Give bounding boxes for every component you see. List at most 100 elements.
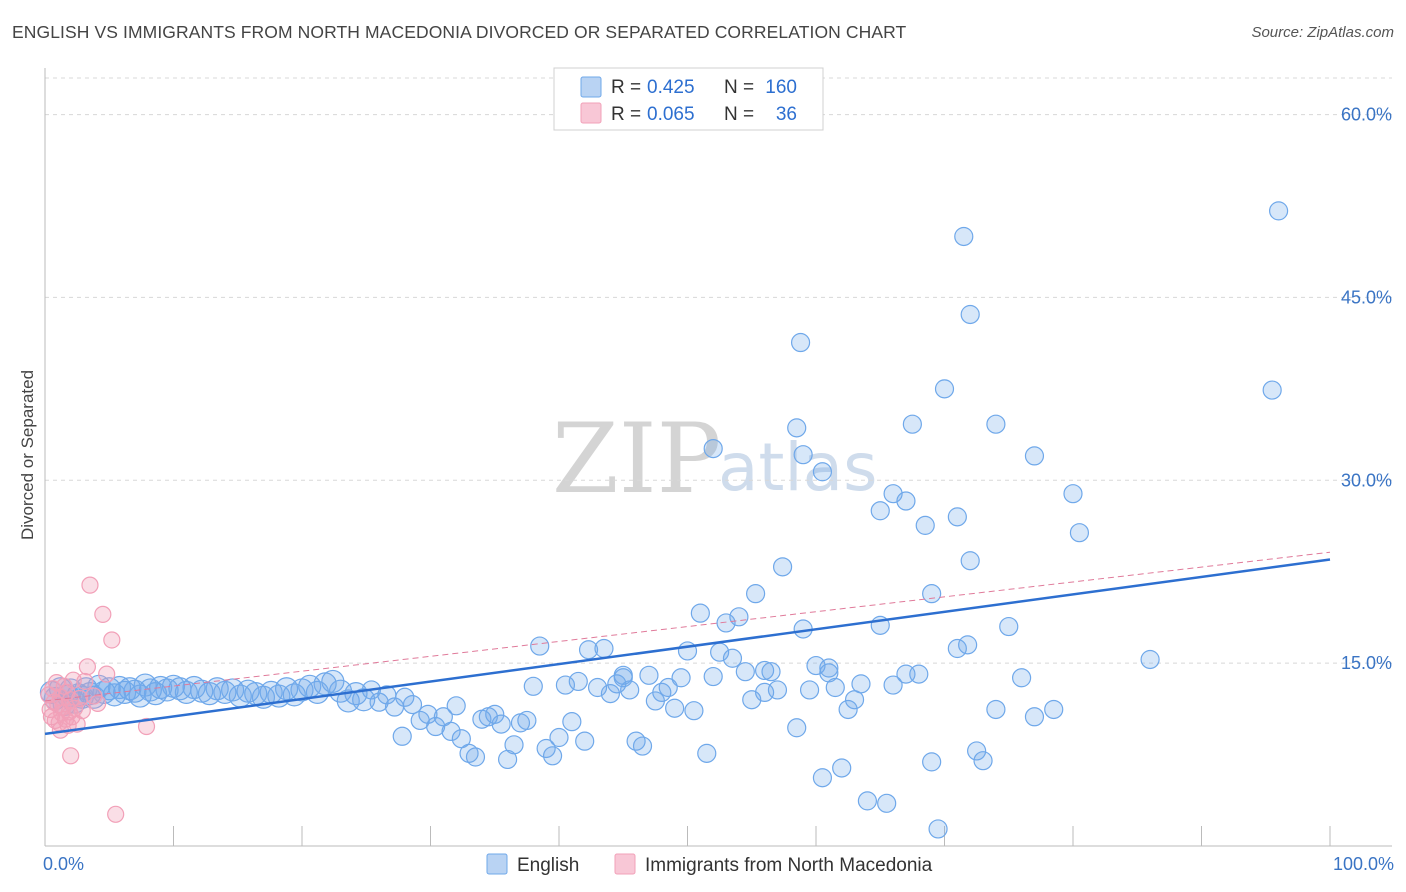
macedonia-point: [81, 576, 99, 594]
english-point: [1011, 668, 1032, 688]
english-point: [1140, 649, 1160, 670]
english-point: [812, 462, 833, 482]
y-tick-label-1: 30.0%: [1341, 470, 1392, 490]
english-point: [402, 694, 423, 715]
english-point: [967, 741, 987, 761]
english-point: [671, 668, 691, 688]
english-point: [947, 638, 967, 659]
english-point: [973, 751, 993, 771]
english-point: [922, 752, 942, 772]
y-tick-label-3: 60.0%: [1341, 105, 1392, 125]
english-point: [767, 680, 788, 700]
english-point: [896, 664, 916, 684]
english-point: [594, 638, 614, 659]
english-point: [1268, 201, 1289, 221]
english-point: [392, 726, 412, 746]
english-point: [958, 635, 978, 655]
gridlines: [45, 77, 1392, 664]
english-point: [902, 414, 922, 434]
english-point: [960, 304, 980, 325]
english-point: [426, 716, 446, 737]
legend-r-label-macedonia: R =: [611, 104, 641, 125]
english-point: [896, 491, 916, 511]
english-point: [703, 438, 723, 459]
english-point: [772, 557, 793, 577]
bottom-legend: English Immigrants from North Macedonia: [486, 853, 933, 876]
english-point: [793, 445, 813, 465]
english-point: [746, 584, 766, 604]
macedonia-point: [94, 605, 112, 623]
english-point: [418, 704, 438, 724]
english-point: [575, 731, 595, 751]
english-point: [1063, 484, 1083, 504]
bottom-legend-swatch-macedonia: [614, 853, 636, 875]
english-point: [352, 688, 376, 712]
english-point: [446, 696, 466, 716]
english-point: [578, 640, 599, 660]
series-english-points: [39, 201, 1289, 839]
legend-n-label-english: N =: [724, 77, 754, 98]
legend-r-value-english: 0.425: [647, 77, 695, 98]
trend-line-english: [44, 558, 1331, 736]
macedonia-point: [137, 717, 156, 736]
english-point: [485, 704, 505, 724]
top-legend: R = 0.425 N = 160 R = 0.065 N = 36: [553, 67, 824, 131]
english-point: [1262, 380, 1282, 400]
english-point: [690, 603, 710, 623]
english-point: [999, 616, 1019, 637]
english-point: [523, 676, 543, 696]
english-point: [684, 701, 704, 721]
english-point: [1024, 446, 1045, 466]
english-point: [954, 226, 974, 247]
english-point: [639, 665, 659, 685]
watermark-zip: ZIP: [552, 403, 721, 515]
english-point: [555, 675, 576, 695]
english-point: [504, 735, 524, 755]
english-point: [562, 712, 582, 732]
x-tick-label-0: 0.0%: [43, 854, 84, 874]
macedonia-point: [62, 691, 80, 709]
english-point: [986, 414, 1006, 434]
english-point: [915, 515, 935, 535]
english-point: [735, 662, 755, 682]
english-point: [1024, 707, 1045, 727]
english-point: [665, 698, 685, 718]
english-point: [960, 551, 980, 571]
english-point: [754, 660, 775, 681]
english-point: [870, 501, 890, 521]
english-point: [568, 671, 588, 692]
y-tick-labels: 15.0% 30.0% 45.0% 60.0%: [1341, 105, 1392, 674]
english-point: [729, 607, 749, 627]
english-point: [1069, 523, 1090, 543]
legend-r-label-english: R =: [611, 77, 641, 98]
y-tick-label-2: 45.0%: [1341, 287, 1392, 307]
macedonia-point: [78, 658, 97, 676]
english-point: [787, 418, 807, 438]
english-point: [703, 666, 723, 687]
english-point: [799, 680, 820, 700]
english-point: [491, 714, 511, 734]
english-point: [155, 678, 179, 702]
english-point: [832, 758, 852, 778]
english-point: [883, 675, 903, 695]
macedonia-point: [98, 665, 116, 683]
bottom-legend-label-macedonia: Immigrants from North Macedonia: [645, 855, 933, 876]
english-point: [530, 636, 550, 656]
legend-n-value-macedonia: 36: [776, 104, 797, 125]
english-point: [459, 743, 479, 763]
english-point: [542, 746, 563, 766]
english-point: [658, 677, 678, 698]
english-point: [600, 684, 621, 704]
bottom-legend-swatch-english: [486, 853, 508, 875]
english-point: [787, 718, 807, 738]
english-point: [517, 710, 537, 731]
macedonia-point: [73, 702, 91, 720]
english-point: [790, 332, 811, 353]
english-point: [825, 677, 845, 698]
english-point: [844, 690, 865, 710]
english-point: [986, 699, 1006, 720]
chart-title: ENGLISH VS IMMIGRANTS FROM NORTH MACEDON…: [12, 22, 907, 42]
english-point: [838, 699, 858, 720]
english-point: [549, 727, 569, 748]
